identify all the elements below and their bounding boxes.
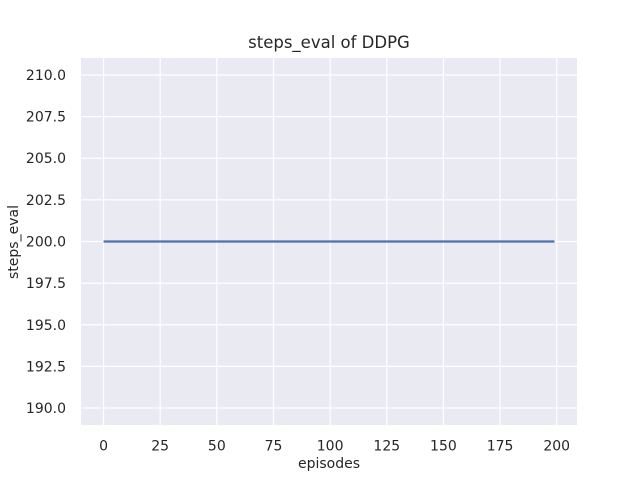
y-tick-label: 192.5 (26, 359, 66, 375)
x-tick-label: 150 (430, 439, 457, 455)
x-tick-label: 200 (543, 439, 570, 455)
y-tick-label: 210.0 (26, 68, 66, 84)
x-tick-label: 100 (317, 439, 344, 455)
x-tick-label: 25 (151, 439, 169, 455)
x-tick-label: 50 (208, 439, 226, 455)
y-tick-label: 190.0 (26, 401, 66, 417)
y-tick-label: 195.0 (26, 318, 66, 334)
x-tick-label: 75 (265, 439, 283, 455)
x-tick-label: 0 (99, 439, 108, 455)
y-tick-label: 202.5 (26, 193, 66, 209)
y-tick-label: 205.0 (26, 151, 66, 167)
x-axis-label: episodes (297, 456, 361, 472)
y-axis-label: steps_eval (6, 205, 22, 279)
x-tick-label: 175 (487, 439, 514, 455)
y-tick-label: 207.5 (26, 110, 66, 126)
y-tick-label: 200.0 (26, 235, 66, 251)
chart-title: steps_eval of DDPG (248, 33, 410, 52)
y-tick-label: 197.5 (26, 276, 66, 292)
x-tick-label: 125 (373, 439, 400, 455)
